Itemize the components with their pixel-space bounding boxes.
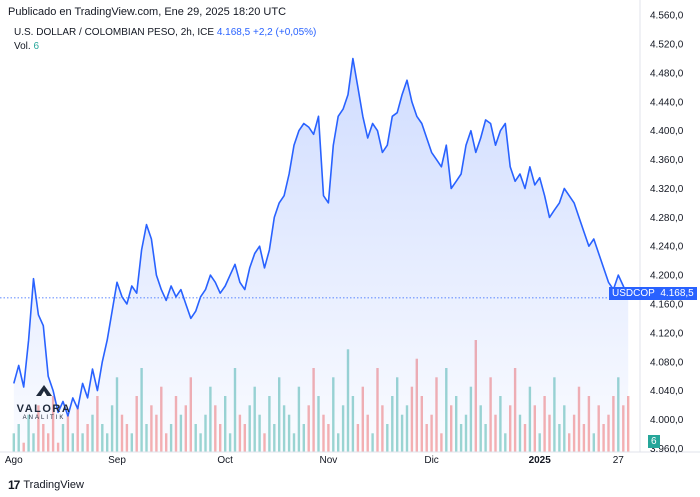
- footer-brand[interactable]: 17 TradingView: [8, 478, 84, 492]
- y-tick-label: 4.520,0: [650, 40, 684, 51]
- y-tick-label: 4.360,0: [650, 155, 684, 166]
- price-line: [13, 57, 629, 417]
- y-tick-label: 4.040,0: [650, 386, 684, 397]
- volume-legend: Vol. 6: [14, 41, 39, 52]
- time-axis[interactable]: Ago Sep Oct Nov Dic 2025 27: [5, 455, 624, 466]
- x-tick-label: Oct: [217, 455, 233, 466]
- symbol-name: U.S. DOLLAR / COLOMBIAN PESO, 2h, ICE: [14, 27, 215, 38]
- y-tick-label: 4.240,0: [650, 242, 684, 253]
- volume-value: 6: [33, 41, 40, 52]
- price-tag-value: 4.168,5: [660, 288, 694, 299]
- brand-name: TradingView: [23, 479, 84, 491]
- volume-label: Vol.: [14, 41, 31, 52]
- legend-change: +2,2 (+0,05%): [253, 27, 317, 38]
- y-tick-label: 4.120,0: [650, 328, 684, 339]
- legend-price: 4.168,5: [216, 27, 251, 38]
- valora-logo-icon: [36, 385, 52, 396]
- x-tick-label: 27: [613, 455, 625, 466]
- y-tick-label: 4.200,0: [650, 271, 684, 282]
- watermark-name: VALORA: [16, 403, 72, 415]
- y-tick-label: 4.280,0: [650, 213, 684, 224]
- x-tick-label: Sep: [108, 455, 126, 466]
- y-tick-label: 4.480,0: [650, 69, 684, 80]
- y-tick-label: 4.560,0: [650, 11, 684, 22]
- volume-tag: 6: [648, 435, 660, 448]
- y-tick-label: 4.080,0: [650, 357, 684, 368]
- watermark-sub: ANALITIK: [22, 415, 66, 421]
- volume-tag-value: 6: [651, 436, 657, 447]
- y-tick-label: 4.400,0: [650, 126, 684, 137]
- y-tick-label: 4.320,0: [650, 184, 684, 195]
- y-tick-label: 4.160,0: [650, 300, 684, 311]
- y-tick-label: 3.960,0: [650, 444, 684, 455]
- price-axis[interactable]: 4.560,0 4.520,0 4.480,0 4.440,0 4.400,0 4.360…: [650, 11, 684, 455]
- x-tick-label: Dic: [424, 455, 438, 466]
- price-area: [13, 58, 629, 452]
- y-tick-label: 4.000,0: [650, 415, 684, 426]
- x-tick-label: Nov: [320, 455, 338, 466]
- x-tick-label: 2025: [529, 455, 552, 466]
- tradingview-logo-icon: 17: [8, 478, 20, 492]
- x-tick-label: Ago: [5, 455, 23, 466]
- valora-watermark: VALORA ANALITIK: [16, 384, 72, 421]
- y-tick-label: 4.440,0: [650, 97, 684, 108]
- symbol-legend: U.S. DOLLAR / COLOMBIAN PESO, 2h, ICE 4.…: [14, 27, 316, 38]
- price-tag-ticker: USDCOP: [612, 288, 655, 299]
- last-price-tag: USDCOP 4.168,5: [609, 287, 697, 300]
- publish-info: Publicado en TradingView.com, Ene 29, 20…: [8, 6, 287, 18]
